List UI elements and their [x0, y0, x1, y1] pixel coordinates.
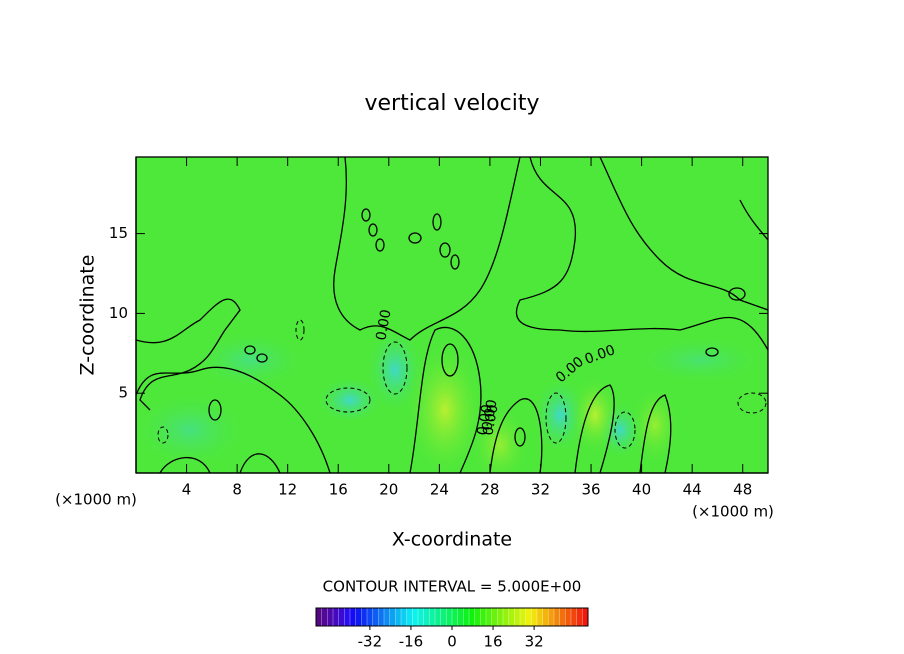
colorbar-segment: [355, 607, 362, 627]
colorbar-segment: [406, 607, 413, 627]
colorbar-segment: [548, 607, 555, 627]
colorbar-segment: [491, 607, 498, 627]
y-unit-label: (×1000 m): [55, 491, 137, 509]
colorbar-segment: [485, 607, 493, 627]
colorbar-tick-label: -32: [358, 633, 383, 651]
contour-interval: CONTOUR INTERVAL = 5.000E+00: [323, 578, 582, 596]
colorbar-segment: [536, 607, 544, 627]
colorbar-segment: [434, 607, 442, 627]
colorbar-segment: [332, 607, 340, 627]
colorbar-segment: [400, 607, 408, 627]
colorbar-segment: [446, 607, 453, 627]
y-tick-label: 15: [109, 224, 128, 242]
x-tick-label: 16: [329, 481, 348, 499]
colorbar-segment: [497, 607, 504, 627]
x-tick-label: 28: [480, 481, 499, 499]
colorbar-segment: [395, 607, 402, 627]
colorbar-segment: [576, 607, 583, 627]
colorbar-tick-label: 32: [525, 633, 544, 651]
x-tick-label: 24: [430, 481, 449, 499]
colorbar-segment: [457, 607, 464, 627]
x-tick-label: 4: [182, 481, 192, 499]
field: [136, 157, 768, 473]
colorbar-segment: [383, 607, 391, 627]
colorbar-tick-label: -16: [399, 633, 424, 651]
colorbar-segment: [451, 607, 459, 627]
colorbar-segment: [349, 607, 357, 627]
colorbar-tick-label: 16: [484, 633, 503, 651]
colorbar-segment: [412, 607, 419, 627]
contour-label: 0.00: [480, 403, 501, 436]
colorbar-segment: [474, 607, 481, 627]
x-unit-label: (×1000 m): [692, 503, 774, 521]
y-tick-label: 5: [118, 384, 128, 402]
colorbar-segment: [366, 607, 374, 627]
colorbar-segment: [417, 607, 425, 627]
colorbar-segment: [321, 607, 328, 627]
colorbar-segment: [429, 607, 436, 627]
colorbar-segment: [514, 607, 521, 627]
x-tick-label: 44: [683, 481, 702, 499]
contour-label: 0.00: [373, 308, 394, 341]
colorbar-segment: [570, 607, 578, 627]
x-tick-label: 8: [232, 481, 242, 499]
colorbar-segment: [344, 607, 351, 627]
contour-label: 0.00: [479, 398, 500, 431]
colorbar-segment: [423, 607, 430, 627]
x-axis-label: X-coordinate: [392, 529, 512, 551]
y-axis-label: Z-coordinate: [77, 255, 99, 376]
colorbar-segment: [327, 607, 334, 627]
colorbar-segment: [559, 607, 566, 627]
colorbar-segment: [553, 607, 561, 627]
colorbar-segment: [542, 607, 549, 627]
x-tick-label: 48: [733, 481, 752, 499]
x-tick-label: 36: [581, 481, 600, 499]
colorbar-segment: [378, 607, 385, 627]
colorbar-segment: [315, 607, 323, 627]
colorbar-segment: [508, 607, 515, 627]
x-tick-label: 20: [379, 481, 398, 499]
colorbar-segment: [582, 607, 589, 627]
colorbar-segment: [440, 607, 447, 627]
colorbar-segment: [338, 607, 345, 627]
colorbar-segment: [519, 607, 527, 627]
y-tick-label: 10: [109, 304, 128, 322]
colorbar-segment: [372, 607, 379, 627]
colorbar-segment: [463, 607, 470, 627]
colorbar-segment: [389, 607, 396, 627]
colorbar-tick-label: 0: [447, 633, 457, 651]
colorbar-segment: [565, 607, 572, 627]
x-tick-label: 40: [632, 481, 651, 499]
chart-title: vertical velocity: [364, 91, 539, 116]
colorbar-segment: [468, 607, 476, 627]
colorbar-segment: [525, 607, 532, 627]
colorbar-segment: [480, 607, 487, 627]
colorbar-segment: [502, 607, 510, 627]
x-tick-label: 12: [278, 481, 297, 499]
colorbar-segment: [531, 607, 538, 627]
colorbar-segment: [361, 607, 368, 627]
contour-label: 0.00: [474, 403, 495, 436]
x-tick-label: 32: [531, 481, 550, 499]
